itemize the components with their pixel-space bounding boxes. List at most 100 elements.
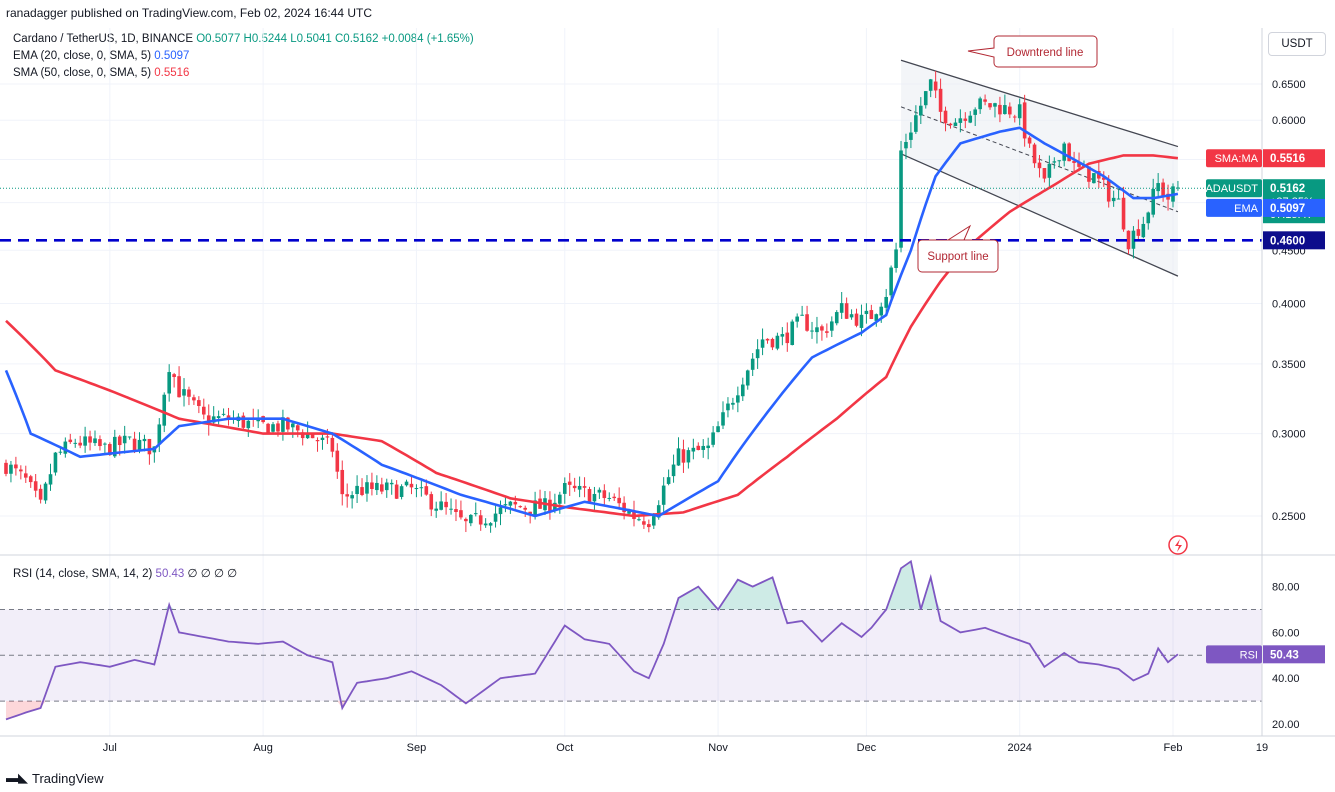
candle-body (454, 509, 458, 513)
candle-body (963, 118, 968, 121)
candle-body (1047, 163, 1052, 178)
candle-body (1057, 160, 1062, 162)
candle-body (1012, 116, 1017, 118)
candle-body (459, 510, 463, 518)
candle-body (1067, 143, 1071, 162)
candle-body (785, 332, 790, 344)
candle-body (187, 389, 191, 397)
candle-body (1131, 230, 1136, 249)
candle-body (281, 417, 285, 432)
rsi-tick-label: 60.00 (1272, 627, 1300, 639)
candle-body (424, 486, 429, 495)
candle-body (953, 122, 958, 127)
rsi-legend[interactable]: RSI (14, close, SMA, 14, 2) 50.43 ∅ ∅ ∅ … (13, 566, 237, 580)
candle-body (800, 314, 804, 316)
candle-body (1141, 223, 1146, 238)
candle-body (305, 432, 310, 439)
last-label: ADAUSDT (1205, 183, 1258, 195)
rsi-tag-value: 50.43 (1270, 649, 1299, 661)
candle-body (9, 464, 13, 474)
candle-body (58, 451, 63, 453)
symbol-name[interactable]: Cardano / TetherUS, 1D, BINANCE (13, 33, 194, 45)
ema-legend[interactable]: EMA (20, close, 0, SMA, 5) 0.5097 (13, 50, 189, 62)
candle-body (503, 504, 508, 506)
candle-body (755, 349, 760, 359)
candle-body (320, 437, 325, 441)
candle-body (286, 417, 290, 430)
candle-body (1077, 161, 1081, 167)
candle-body (607, 497, 612, 499)
candle-body (775, 335, 780, 349)
candle-body (943, 110, 948, 124)
candle-body (266, 423, 270, 434)
candle-body (523, 507, 528, 510)
candle-body (1101, 177, 1106, 180)
time-tick-label: Feb (1164, 742, 1183, 754)
candle-body (4, 462, 8, 474)
price-chart[interactable]: 0.25000.30000.35000.40000.45000.50000.55… (0, 0, 1335, 760)
candle-body (760, 339, 765, 348)
rsi-oversold-fill (6, 701, 1178, 720)
candle-body (108, 444, 112, 456)
last-label-box (1206, 179, 1262, 198)
candle-body (93, 438, 97, 444)
time-tick-label: Jul (103, 742, 117, 754)
candle-body (211, 416, 216, 423)
sma-legend[interactable]: SMA (50, close, 0, SMA, 5) 0.5516 (13, 67, 189, 79)
candle-body (192, 397, 196, 401)
candle-body (330, 437, 335, 452)
sma-tag-label-box (1206, 149, 1262, 168)
brand-name: TradingView (32, 770, 104, 786)
candle-body (686, 450, 691, 463)
currency-button[interactable]: USDT (1268, 32, 1326, 56)
candle-body (815, 327, 819, 333)
candle-body (182, 389, 186, 396)
ema-tag-label: EMA (1234, 203, 1259, 215)
candle-body (627, 511, 631, 514)
candle-body (637, 519, 641, 521)
candle-body (33, 481, 38, 491)
rsi-tick-label: 40.00 (1272, 673, 1300, 685)
candle-body (1156, 183, 1160, 192)
candle-body (132, 438, 137, 451)
candle-body (998, 104, 1002, 115)
time-tick-label: Aug (253, 742, 273, 754)
candle-body (805, 314, 809, 331)
candle-body (23, 473, 28, 478)
candle-body (122, 435, 127, 444)
candle-body (854, 313, 859, 326)
rsi-line (5, 559, 1179, 721)
candle-body (825, 331, 829, 333)
candle-body (829, 321, 834, 331)
candles (4, 70, 1180, 533)
candle-body (691, 447, 696, 452)
rsi-overbought-fill (6, 561, 1178, 610)
candle-body (335, 450, 340, 472)
candle-body (562, 483, 567, 494)
candle-body (53, 452, 58, 473)
candle-body (765, 338, 770, 341)
candle-body (1151, 188, 1156, 215)
candle-body (291, 423, 295, 428)
price-tags: SMA:MA0.5516ADAUSDT0.5162+87.85%07:15:47… (1205, 149, 1325, 664)
candle-body (83, 436, 87, 446)
candle-body (938, 88, 943, 112)
candle-body (197, 400, 201, 407)
candle-body (464, 518, 468, 522)
time-tick-label: 19 (1256, 742, 1268, 754)
candle-body (43, 483, 48, 501)
candle-body (745, 370, 750, 386)
candle-body (493, 513, 498, 522)
candle-body (889, 267, 893, 296)
candle-body (587, 488, 592, 503)
candle-body (948, 123, 953, 126)
candle-body (884, 296, 888, 308)
sma50-line (5, 154, 1179, 518)
candle-body (1161, 182, 1165, 196)
support-callout (917, 224, 999, 273)
candle-body (795, 316, 799, 322)
candle-body (14, 464, 18, 469)
time-tick-label: Dec (857, 742, 877, 754)
candle-body (73, 442, 78, 444)
candle-body (923, 91, 928, 106)
